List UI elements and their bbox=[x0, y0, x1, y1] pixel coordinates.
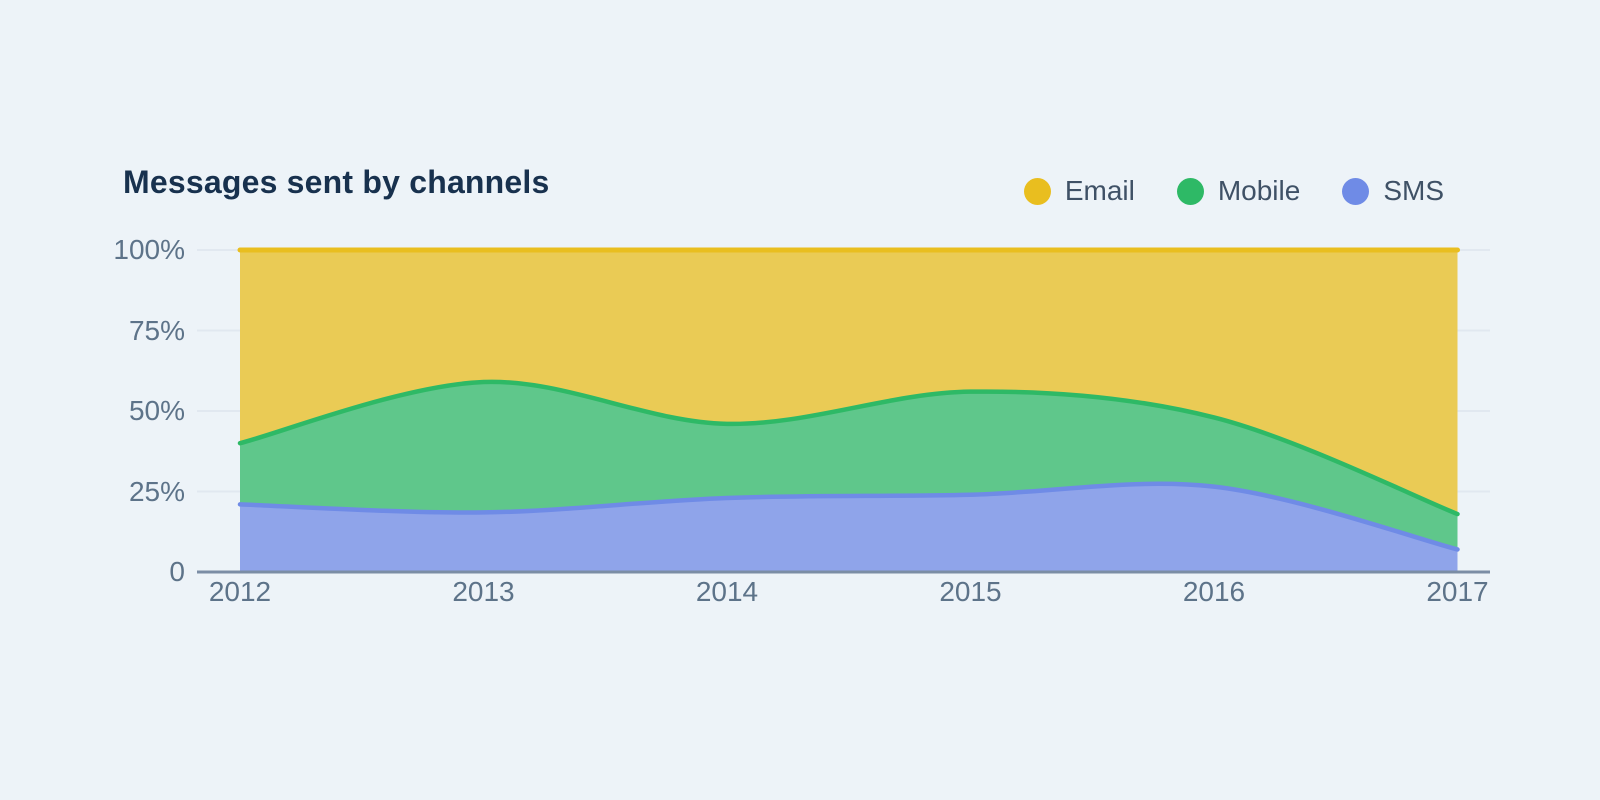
y-axis-label-25: 25% bbox=[128, 475, 185, 507]
legend-item-sms[interactable]: SMS bbox=[1342, 175, 1444, 207]
legend-label-email: Email bbox=[1064, 175, 1135, 206]
y-axis-label-75: 75% bbox=[128, 314, 185, 346]
chart-title: Messages sent by channels bbox=[123, 164, 550, 200]
x-axis-label-2015: 2015 bbox=[939, 576, 1002, 607]
legend-label-sms: SMS bbox=[1383, 175, 1444, 206]
x-axis-label-2016: 2016 bbox=[1182, 576, 1246, 607]
x-axis-label-2013: 2013 bbox=[452, 576, 515, 607]
y-axis-label-0: 0 bbox=[169, 556, 185, 587]
y-axis-label-100: 100% bbox=[113, 234, 185, 265]
email-series-dot-icon bbox=[1023, 177, 1051, 205]
series-line-mobile bbox=[237, 379, 1460, 517]
legend-item-mobile[interactable]: Mobile bbox=[1176, 175, 1301, 207]
series-line-sms bbox=[237, 481, 1460, 552]
x-axis-label-2014: 2014 bbox=[695, 576, 759, 607]
sms-series-dot-icon bbox=[1342, 177, 1370, 205]
x-axis-label-2017: 2017 bbox=[1426, 576, 1489, 607]
x-axis-label-2012: 2012 bbox=[208, 576, 272, 607]
mobile-series-dot-icon bbox=[1176, 177, 1204, 205]
series-area-sms[interactable] bbox=[240, 483, 1458, 572]
legend: Email Mobile SMS bbox=[1023, 175, 1444, 207]
y-axis-label-50: 50% bbox=[128, 395, 185, 426]
legend-item-email[interactable]: Email bbox=[1023, 175, 1135, 207]
legend-label-mobile: Mobile bbox=[1217, 175, 1301, 206]
